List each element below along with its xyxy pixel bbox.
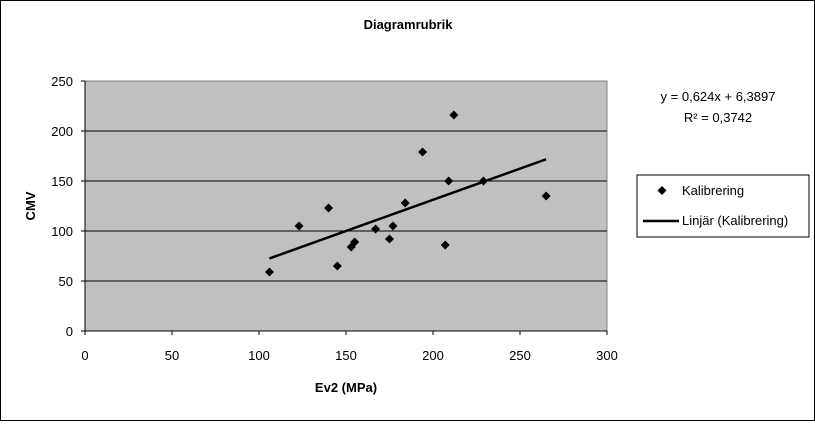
y-axis-title: CMV [23, 191, 38, 220]
trendline-r-squared: R² = 0,3742 [684, 110, 752, 125]
data-point-3 [324, 203, 334, 213]
data-point-8 [385, 234, 394, 244]
data-point-6 [350, 237, 360, 247]
plot-area [84, 80, 608, 332]
trendline-group [269, 158, 547, 260]
trendline [269, 158, 547, 260]
data-point-14 [449, 110, 459, 120]
x-tick-label-150: 150 [335, 348, 357, 363]
data-point-1 [264, 267, 274, 277]
trendline-equation: y = 0,624x + 6,3897 [661, 89, 776, 104]
data-point-2 [294, 221, 304, 231]
data-point-12 [440, 240, 450, 250]
legend: Kalibrering Linjär (Kalibrering) [636, 174, 810, 238]
data-point-11 [418, 147, 428, 157]
x-tick-label-0: 0 [81, 348, 88, 363]
legend-label-trendline: Linjär (Kalibrering) [682, 213, 788, 228]
y-tick-label-150: 150 [51, 174, 73, 189]
data-points [264, 110, 551, 277]
x-tick-label-50: 50 [165, 348, 179, 363]
data-point-15 [478, 176, 488, 186]
x-tick-label-100: 100 [248, 348, 270, 363]
x-tick-labels: 0 50 100 150 200 250 300 [81, 348, 617, 363]
x-tick-label-300: 300 [596, 348, 618, 363]
data-point-13 [444, 176, 454, 186]
y-tick-labels: 0 50 100 150 200 250 [51, 74, 73, 339]
legend-box [636, 174, 810, 238]
y-tick-label-100: 100 [51, 224, 73, 239]
data-point-7 [371, 224, 381, 234]
legend-label-series: Kalibrering [682, 183, 744, 198]
data-point-10 [400, 198, 410, 208]
y-tick-label-0: 0 [66, 324, 73, 339]
x-tick-label-250: 250 [509, 348, 531, 363]
chart-title: Diagramrubrik [364, 17, 454, 32]
gridlines [85, 130, 607, 282]
data-point-9 [388, 221, 398, 231]
y-tick-label-200: 200 [51, 124, 73, 139]
data-point-4 [332, 261, 342, 271]
legend-diamond-icon [657, 186, 667, 195]
data-point-16 [541, 191, 551, 201]
x-axis-title: Ev2 (MPa) [315, 380, 377, 395]
y-tick-label-250: 250 [51, 74, 73, 89]
y-tick-label-50: 50 [59, 274, 73, 289]
x-tick-label-200: 200 [422, 348, 444, 363]
axes [81, 80, 608, 335]
